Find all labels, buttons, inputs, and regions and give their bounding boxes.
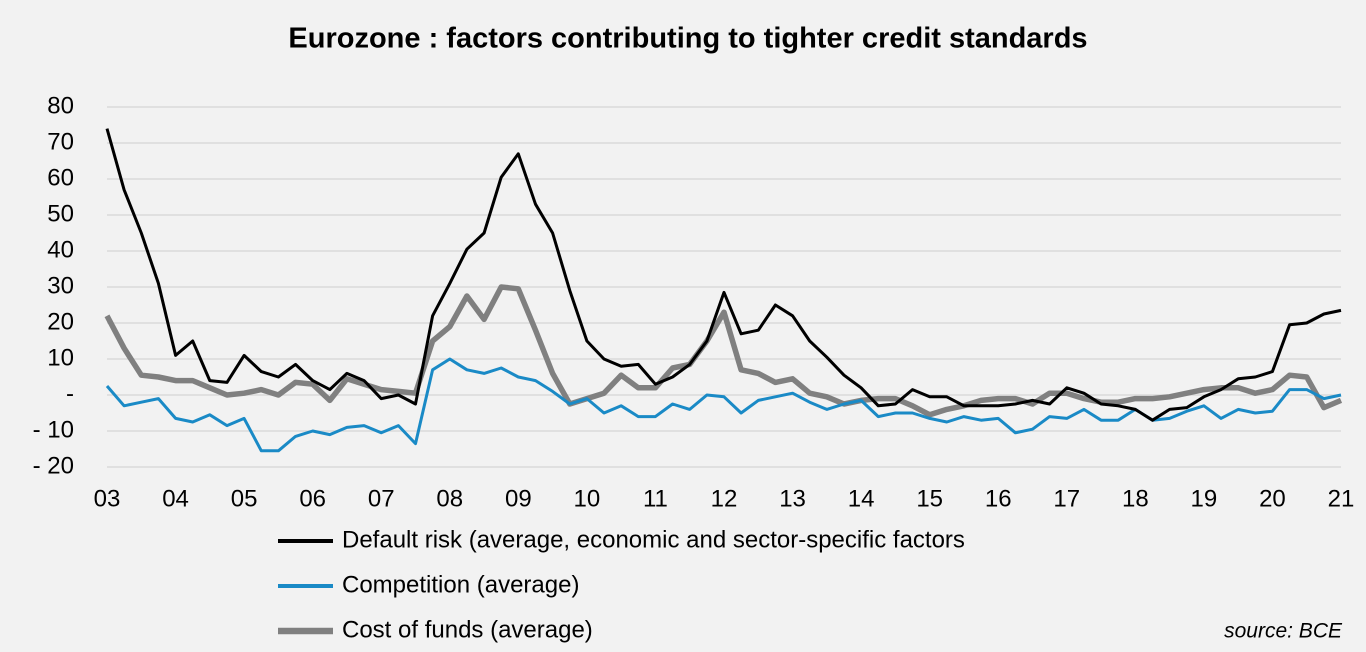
x-tick-label: 06 <box>299 485 326 512</box>
x-tick-label: 12 <box>711 485 738 512</box>
x-tick-label: 04 <box>162 485 189 512</box>
x-tick-label: 20 <box>1259 485 1286 512</box>
series-line <box>104 284 1343 418</box>
y-tick-label: 10 <box>47 344 74 371</box>
legend-label: Cost of funds (average) <box>342 616 593 643</box>
x-tick-label: 16 <box>985 485 1012 512</box>
x-tick-label: 10 <box>574 485 601 512</box>
y-tick-label: 20 <box>47 308 74 335</box>
chart-title: Eurozone : factors contributing to tight… <box>288 23 1087 55</box>
x-tick-label: 17 <box>1053 485 1080 512</box>
x-tick-label: 21 <box>1328 485 1355 512</box>
x-tick-label: 03 <box>94 485 121 512</box>
x-tick-label: 05 <box>231 485 258 512</box>
x-tick-label: 09 <box>505 485 532 512</box>
y-tick-label: 60 <box>47 164 74 191</box>
y-tick-label: 80 <box>47 92 74 119</box>
x-tick-label: 15 <box>916 485 943 512</box>
x-tick-label: 19 <box>1191 485 1218 512</box>
x-tick-label: 14 <box>848 485 875 512</box>
y-tick-label: - 10 <box>33 416 74 443</box>
source: source: BCE <box>1224 620 1343 643</box>
y-tick-label: 70 <box>47 128 74 155</box>
legend-label: Competition (average) <box>342 571 579 598</box>
legend-label: Default risk (average, economic and sect… <box>342 526 965 553</box>
y-tick-label: 50 <box>47 200 74 227</box>
series-line <box>105 128 1342 422</box>
y-tick-label: - <box>66 380 74 407</box>
x-tick-label: 13 <box>779 485 806 512</box>
y-tick-label: 30 <box>47 272 74 299</box>
y-tick-label: - 20 <box>33 452 74 479</box>
x-tick-label: 08 <box>436 485 463 512</box>
y-tick-label: 40 <box>47 236 74 263</box>
x-tick-label: 18 <box>1122 485 1149 512</box>
x-tick-label: 11 <box>643 485 668 512</box>
x-tick-label: 07 <box>368 485 395 512</box>
